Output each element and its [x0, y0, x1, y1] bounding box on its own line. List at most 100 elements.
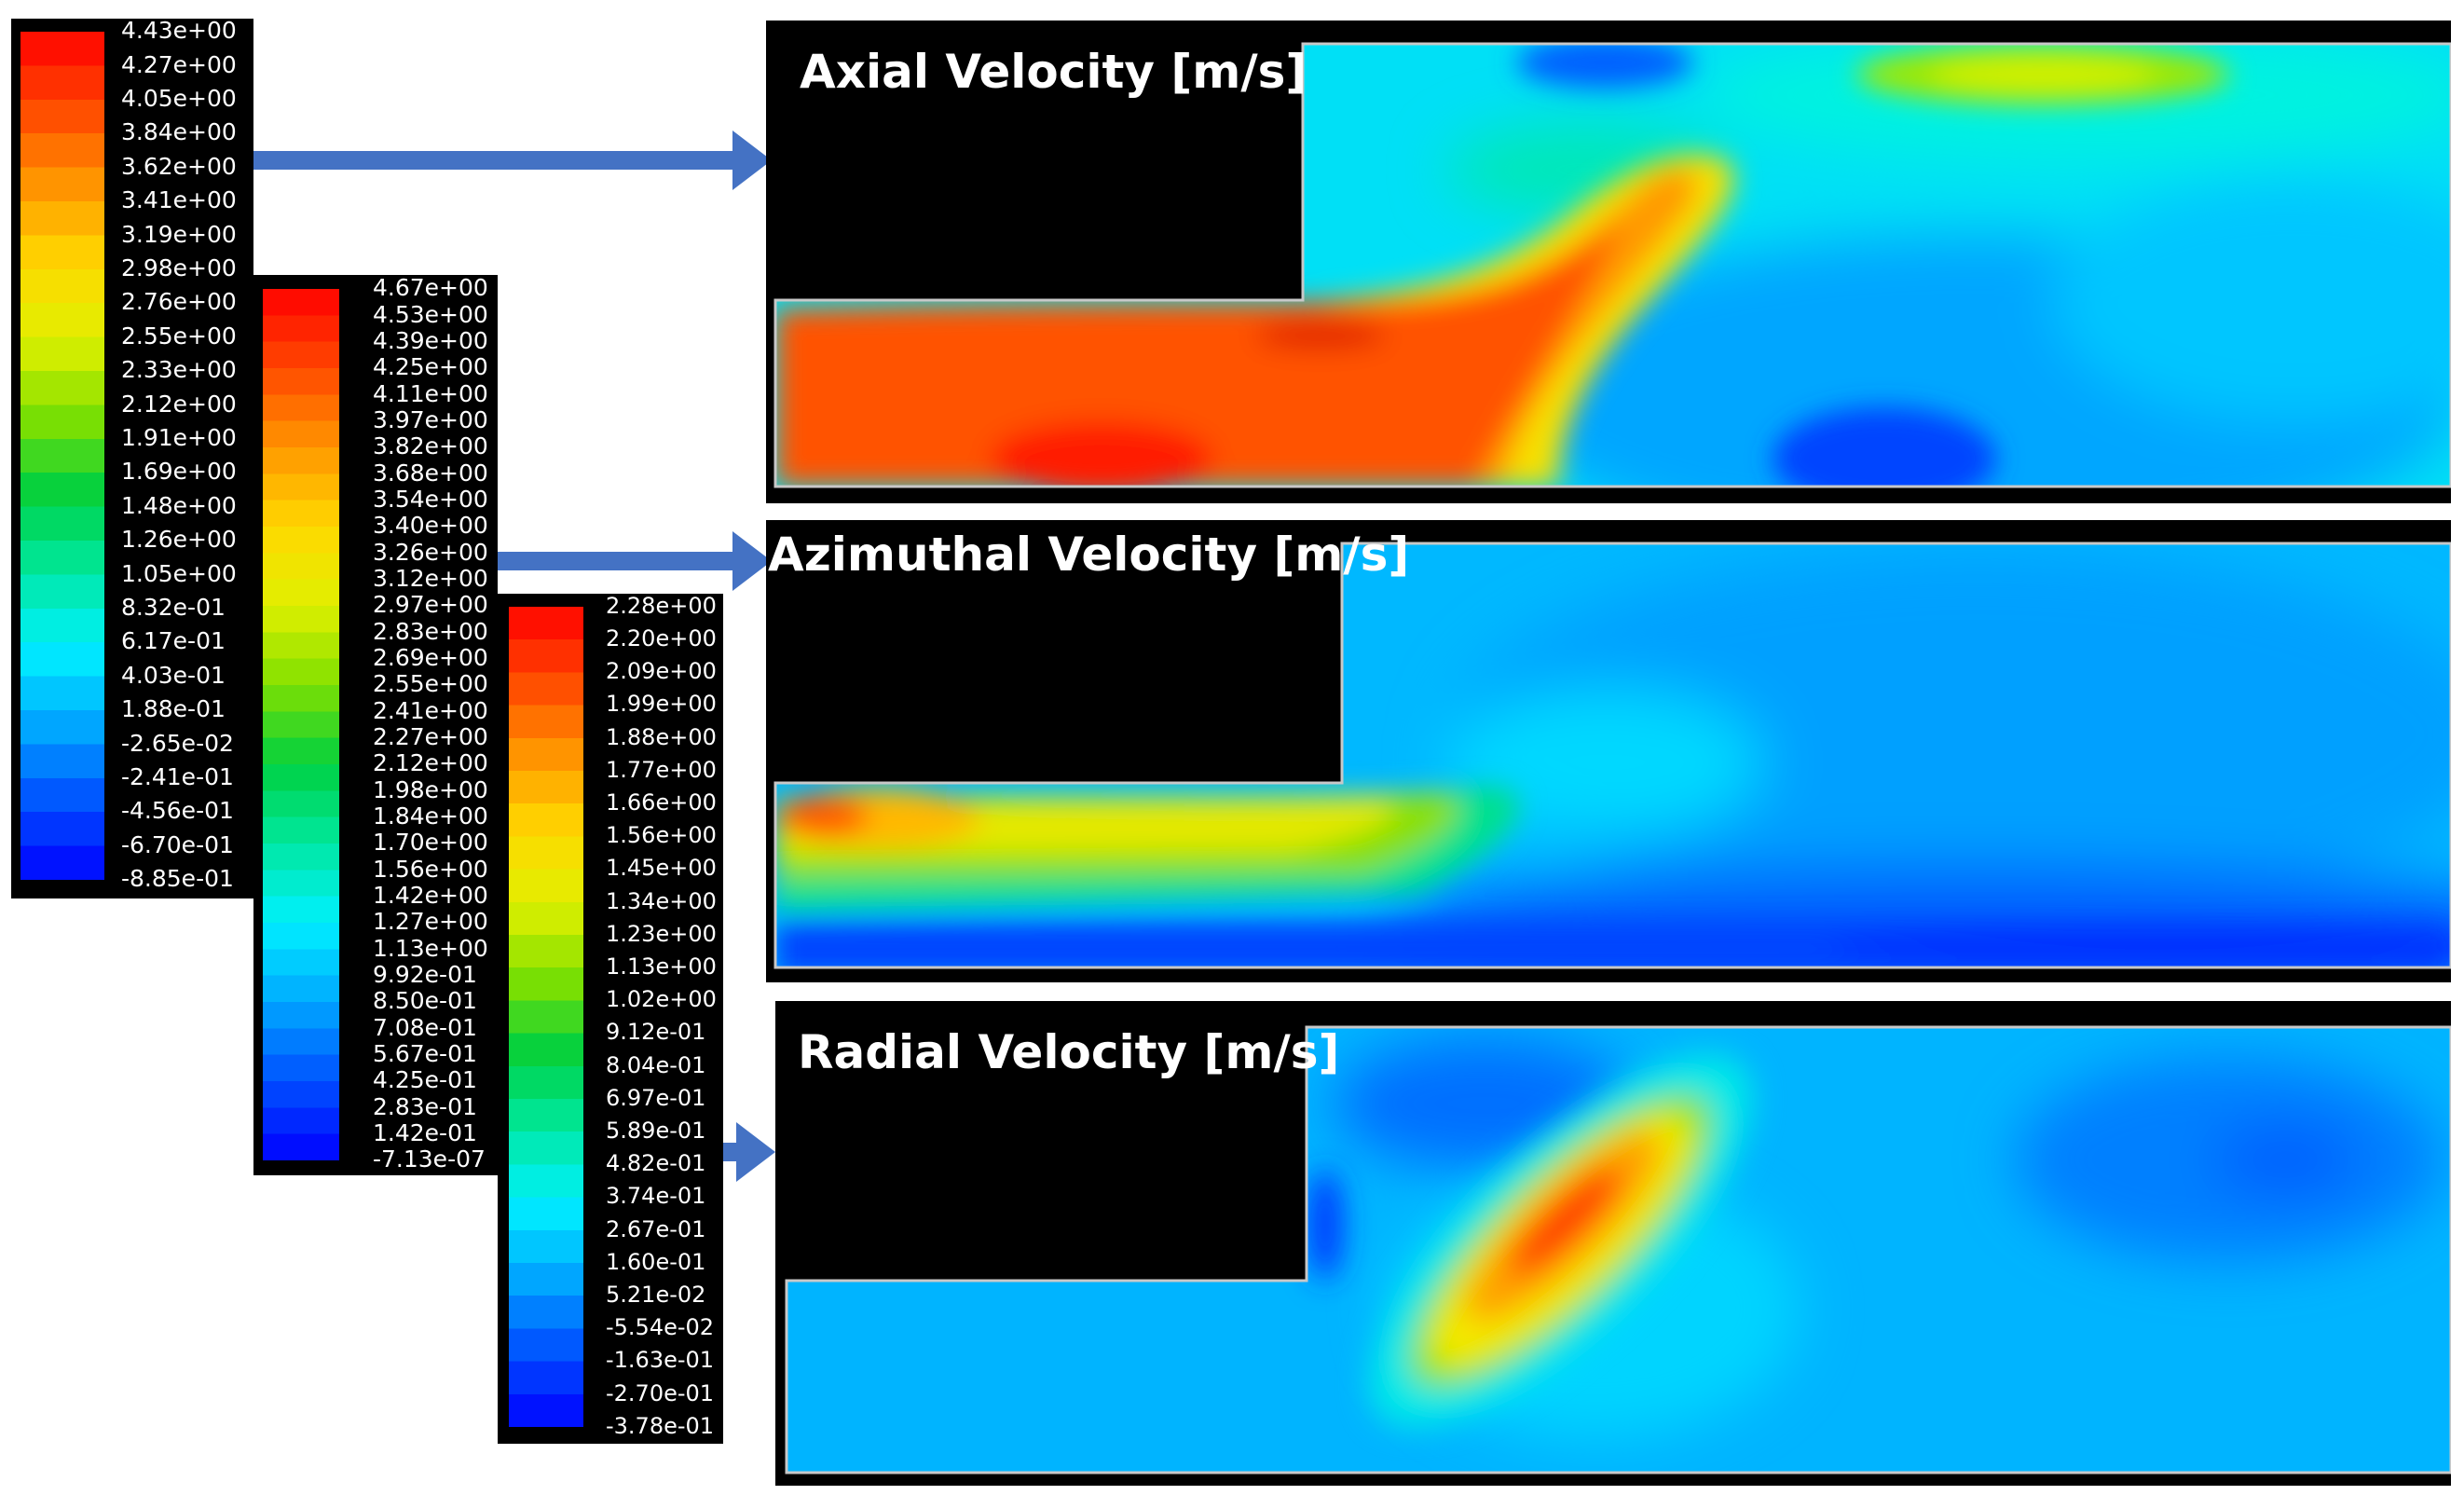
axial-legend-tick: -2.41e-01	[121, 763, 234, 791]
axial-legend-tick: 1.48e+00	[121, 491, 237, 519]
axial-legend-tick: 2.76e+00	[121, 288, 237, 316]
axial-legend-tick: -4.56e-01	[121, 797, 234, 825]
axial-legend-tick: 1.05e+00	[121, 559, 237, 587]
radial-legend-tick: 5.89e-01	[606, 1118, 706, 1144]
azimuthal-legend-tick: 3.40e+00	[373, 512, 488, 540]
radial-legend-tick: 1.56e+00	[606, 822, 717, 849]
radial-legend-tick: 8.04e-01	[606, 1051, 706, 1078]
azimuthal-legend-tick: 1.70e+00	[373, 829, 488, 857]
axial-legend-tick: 8.32e-01	[121, 594, 226, 622]
axial-velocity-title: Axial Velocity [m/s]	[800, 45, 1307, 99]
azimuthal-legend-tick: 4.25e+00	[373, 353, 488, 381]
radial-legend-colorbar	[509, 607, 583, 1427]
radial-velocity-legend: 2.28e+00 2.20e+00 2.09e+00 1.99e+00 1.88e+00…	[498, 594, 723, 1444]
axial-legend-tick: 2.33e+00	[121, 356, 237, 384]
radial-legend-tick: 4.82e-01	[606, 1150, 706, 1177]
azimuthal-legend-tick: 1.13e+00	[373, 934, 488, 962]
radial-legend-tick: -3.78e-01	[606, 1412, 715, 1439]
azimuthal-legend-tick: 2.12e+00	[373, 749, 488, 777]
radial-velocity-contour	[785, 1025, 2451, 1474]
azimuthal-legend-tick: 9.92e-01	[373, 960, 477, 988]
axial-legend-tick: 4.05e+00	[121, 85, 237, 113]
radial-legend-tick: 6.97e-01	[606, 1084, 706, 1111]
radial-legend-tick: 5.21e-02	[606, 1282, 706, 1308]
azimuthal-legend-tick: 2.41e+00	[373, 696, 488, 724]
azimuthal-legend-tick: 2.97e+00	[373, 591, 488, 619]
azimuthal-legend-tick: 3.68e+00	[373, 459, 488, 487]
azimuthal-legend-tick: 7.08e-01	[373, 1013, 477, 1041]
azimuthal-legend-tick: 1.56e+00	[373, 855, 488, 883]
azimuthal-legend-tick: 2.83e+00	[373, 617, 488, 645]
radial-velocity-title: Radial Velocity [m/s]	[798, 1025, 1340, 1079]
azimuthal-legend-tick: -7.13e-07	[373, 1145, 486, 1173]
radial-legend-tick: -2.70e-01	[606, 1379, 715, 1406]
radial-legend-tick: -1.63e-01	[606, 1347, 715, 1374]
azimuthal-legend-tick: 2.55e+00	[373, 670, 488, 698]
azimuthal-legend-tick: 4.67e+00	[373, 274, 488, 302]
radial-legend-tick: 1.99e+00	[606, 691, 717, 718]
radial-legend-tick: 1.88e+00	[606, 723, 717, 750]
axial-legend-tick: 1.88e-01	[121, 695, 226, 723]
azimuthal-legend-tick: 4.25e-01	[373, 1066, 477, 1094]
azimuthal-legend-tick: 3.82e+00	[373, 432, 488, 460]
azimuthal-arrow-icon	[498, 531, 772, 591]
azimuthal-legend-tick: 8.50e-01	[373, 987, 477, 1015]
radial-legend-tick: 2.28e+00	[606, 592, 717, 619]
radial-arrow-icon	[723, 1122, 775, 1182]
axial-velocity-contour	[773, 42, 2451, 488]
azimuthal-velocity-panel: Azimuthal Velocity [m/s]	[766, 520, 2451, 982]
radial-legend-tick: 9.12e-01	[606, 1019, 706, 1046]
radial-legend-tick: 1.13e+00	[606, 953, 717, 980]
radial-legend-tick: 1.23e+00	[606, 920, 717, 947]
azimuthal-legend-tick: 1.84e+00	[373, 802, 488, 830]
azimuthal-legend-tick: 4.11e+00	[373, 379, 488, 407]
axial-legend-tick: 4.27e+00	[121, 50, 237, 78]
azimuthal-legend-tick: 2.69e+00	[373, 643, 488, 671]
axial-legend-tick: 2.98e+00	[121, 254, 237, 282]
radial-legend-tick: 2.20e+00	[606, 625, 717, 651]
radial-legend-tick: 1.66e+00	[606, 789, 717, 816]
azimuthal-legend-tick: 3.12e+00	[373, 564, 488, 592]
axial-legend-tick: -2.65e-02	[121, 729, 234, 757]
radial-legend-tick: 1.02e+00	[606, 986, 717, 1013]
axial-legend-tick: -6.70e-01	[121, 830, 234, 858]
azimuthal-legend-tick: 3.54e+00	[373, 485, 488, 513]
azimuthal-legend-tick: 1.42e-01	[373, 1118, 477, 1146]
axial-legend-colorbar	[21, 32, 104, 880]
axial-arrow-icon	[253, 130, 772, 190]
axial-legend-tick: -8.85e-01	[121, 865, 234, 893]
azimuthal-velocity-title: Azimuthal Velocity [m/s]	[768, 528, 1410, 582]
azimuthal-legend-tick: 3.26e+00	[373, 538, 488, 566]
axial-legend-tick: 1.69e+00	[121, 458, 237, 486]
azimuthal-legend-tick: 1.27e+00	[373, 908, 488, 936]
azimuthal-legend-tick: 2.83e-01	[373, 1092, 477, 1120]
axial-legend-tick: 3.19e+00	[121, 220, 237, 248]
radial-legend-tick: 1.60e-01	[606, 1248, 706, 1275]
axial-legend-tick: 3.62e+00	[121, 152, 237, 180]
axial-velocity-panel: Axial Velocity [m/s]	[766, 21, 2451, 503]
azimuthal-legend-tick: 4.53e+00	[373, 300, 488, 328]
azimuthal-legend-tick: 5.67e-01	[373, 1039, 477, 1067]
axial-legend-tick: 1.26e+00	[121, 526, 237, 554]
radial-legend-tick: 1.45e+00	[606, 855, 717, 882]
axial-legend-tick: 2.55e+00	[121, 322, 237, 350]
axial-legend-tick: 4.43e+00	[121, 17, 237, 45]
axial-legend-tick: 2.12e+00	[121, 390, 237, 418]
radial-legend-tick: 3.74e-01	[606, 1183, 706, 1210]
azimuthal-legend-tick: 1.42e+00	[373, 881, 488, 909]
axial-legend-tick: 1.91e+00	[121, 424, 237, 452]
azimuthal-legend-tick: 3.97e+00	[373, 405, 488, 433]
radial-legend-tick: 2.67e-01	[606, 1215, 706, 1242]
radial-legend-tick: 1.77e+00	[606, 756, 717, 783]
radial-velocity-panel: Radial Velocity [m/s]	[775, 1001, 2451, 1486]
azimuthal-velocity-contour	[773, 542, 2451, 969]
axial-legend-tick: 3.84e+00	[121, 118, 237, 146]
axial-legend-tick: 3.41e+00	[121, 186, 237, 214]
azimuthal-legend-colorbar	[263, 289, 339, 1160]
azimuthal-legend-tick: 1.98e+00	[373, 775, 488, 803]
azimuthal-velocity-legend: 4.67e+00 4.53e+00 4.39e+00 4.25e+00 4.11e+00…	[253, 275, 498, 1175]
axial-legend-tick: 6.17e-01	[121, 627, 226, 655]
radial-legend-tick: -5.54e-02	[606, 1314, 715, 1341]
azimuthal-legend-tick: 2.27e+00	[373, 722, 488, 750]
axial-legend-tick: 4.03e-01	[121, 661, 226, 689]
